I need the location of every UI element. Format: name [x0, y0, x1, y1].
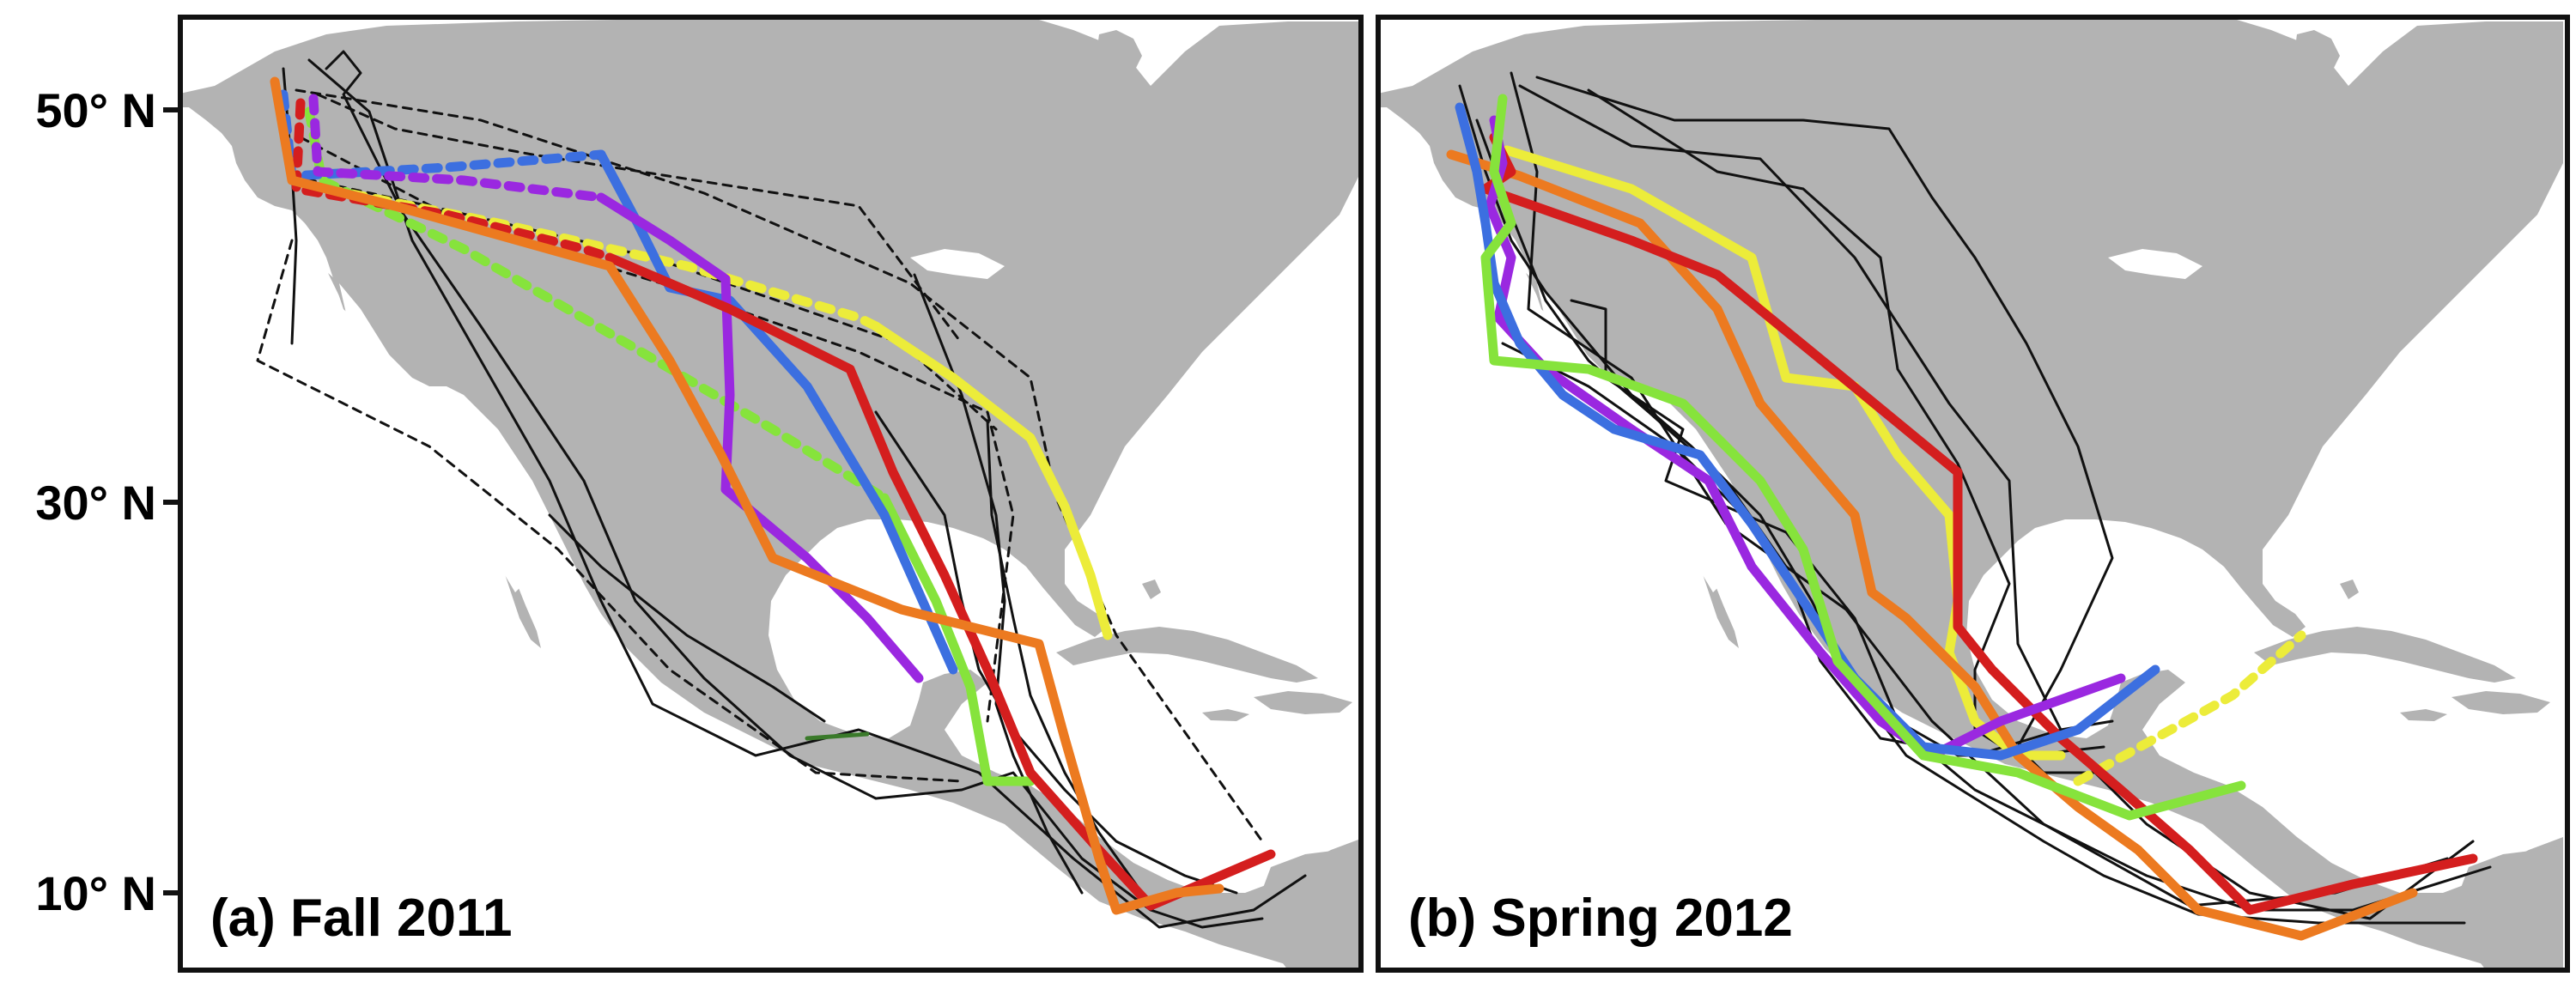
florida-keys-land	[2310, 634, 2324, 642]
panel-frame	[1376, 15, 2570, 973]
black-track	[986, 419, 1144, 895]
hispaniola-land	[1254, 691, 1352, 714]
gulf-of-california-water	[339, 283, 528, 592]
latitude-axis: 50° N 30° N 10° N	[35, 83, 180, 920]
newfoundland-land	[2295, 30, 2340, 77]
tracks	[1446, 71, 2492, 941]
black-track	[548, 513, 826, 723]
panel-spring-2012: (b) Spring 2012	[1376, 15, 2570, 973]
great-lakes-water	[910, 249, 1005, 279]
dark-green-track	[805, 731, 870, 741]
yellow-dashed-track	[2073, 630, 2306, 786]
blue-track	[1455, 102, 2160, 761]
black-track	[913, 273, 1084, 895]
hispaniola-land	[2451, 691, 2550, 714]
panel-label-spring-2012: (b) Spring 2012	[1408, 889, 1793, 948]
south-america-land	[1258, 846, 1361, 970]
tracks	[256, 50, 1307, 929]
black-track	[307, 58, 1307, 929]
purple-track	[596, 192, 924, 683]
red-track	[1480, 132, 2478, 915]
green-track	[1480, 94, 2246, 821]
cuba-land	[1056, 627, 1318, 683]
south-america-land	[2456, 846, 2563, 970]
purple-dashed-track	[308, 94, 606, 203]
black-track	[1518, 84, 2475, 920]
lat-tick-10: 10° N	[35, 866, 156, 920]
bahamas-land	[1142, 579, 1161, 599]
panel-frame	[178, 15, 1364, 973]
orange-track	[270, 76, 1224, 915]
black-track	[325, 50, 1264, 929]
black-track	[1458, 84, 2466, 925]
black-dashed-track	[256, 239, 963, 783]
red-dashed-track	[291, 98, 615, 263]
black-dashed-track	[295, 88, 1264, 843]
lat-tick-50: 50° N	[35, 83, 156, 137]
great-lakes-water	[2108, 249, 2202, 279]
bahamas-land	[2340, 579, 2359, 599]
newfoundland-land	[1097, 30, 1142, 77]
lat-tick-30: 30° N	[35, 476, 156, 530]
green-track	[879, 493, 1036, 786]
jamaica-land	[1202, 709, 1249, 721]
yellow-track	[871, 321, 1113, 640]
jamaica-land	[2400, 709, 2447, 721]
black-dashed-track	[316, 93, 963, 345]
cuba-land	[2254, 627, 2516, 683]
panel-label-fall-2011: (a) Fall 2011	[210, 889, 513, 948]
panel-fall-2011: (a) Fall 2011	[178, 15, 1364, 973]
